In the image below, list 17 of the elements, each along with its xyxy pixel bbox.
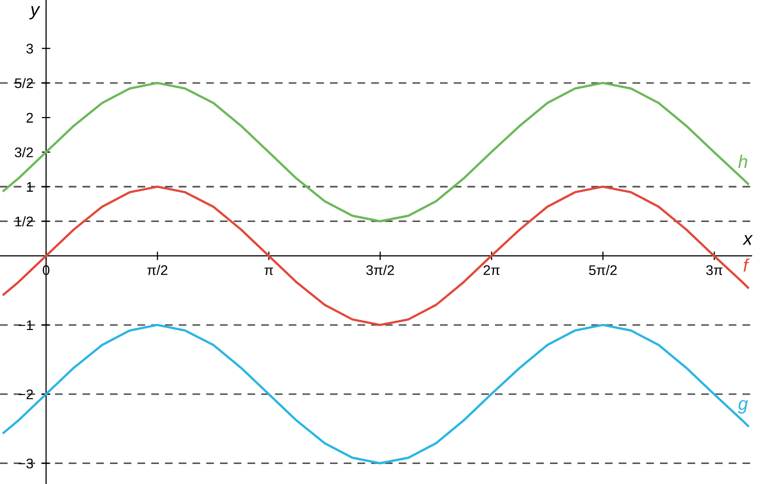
y-tick-label: −1 (18, 320, 33, 330)
y-tick-label: 2 (26, 112, 33, 123)
x-tick-label: 3π (706, 265, 722, 276)
y-tick-label: −2 (18, 389, 33, 400)
series-label: g (738, 400, 748, 414)
y-tick-label: 3 (26, 44, 33, 54)
y-tick-label: 3/2 (14, 147, 33, 158)
series-label: f (744, 258, 750, 272)
x-tick-label: π/2 (147, 264, 168, 276)
x-axis-title: x (742, 235, 753, 245)
x-tick-label: 5π/2 (589, 264, 617, 276)
x-tick-label: 3π/2 (366, 264, 394, 276)
y-tick-label: −3 (18, 458, 33, 468)
x-tick-label: 2π (484, 265, 500, 276)
x-tick-label: π (264, 268, 274, 276)
series-label: h (738, 154, 748, 168)
y-axis-title: y (29, 6, 40, 20)
